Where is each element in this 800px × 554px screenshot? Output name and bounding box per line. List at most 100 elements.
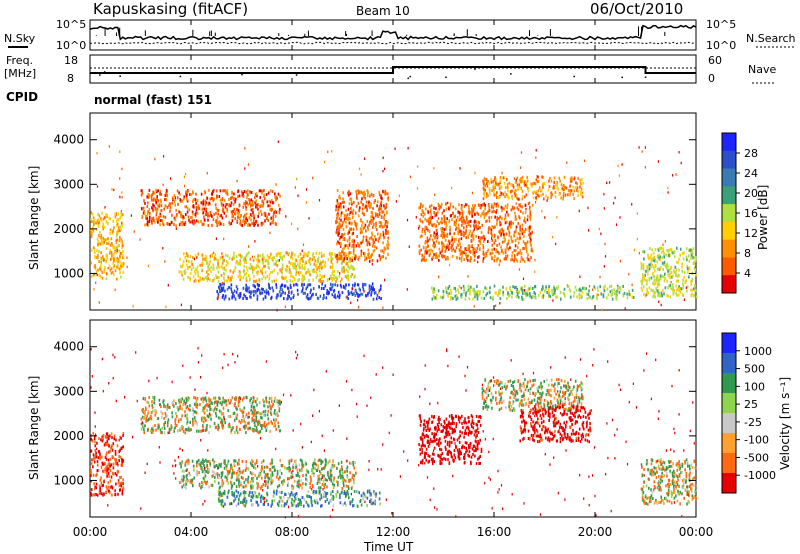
power-cell — [420, 213, 423, 217]
velocity-cell — [150, 414, 152, 418]
power-cell — [94, 256, 97, 260]
power-cell — [352, 251, 355, 255]
velocity-cell — [256, 421, 259, 425]
power-cell — [353, 284, 356, 288]
power-cell — [435, 293, 438, 297]
velocity-cell — [170, 424, 172, 428]
power-cell — [354, 222, 357, 226]
velocity-cell — [193, 468, 195, 472]
power-cell — [609, 285, 611, 289]
power-cell — [100, 219, 103, 222]
power-cell — [476, 211, 478, 215]
power-cell — [524, 291, 526, 295]
power-cell — [105, 220, 108, 224]
power-cell — [384, 278, 386, 282]
velocity-cell — [190, 428, 192, 432]
power-cell — [164, 204, 166, 208]
power-cell — [542, 185, 544, 189]
power-cell — [485, 254, 488, 258]
velocity-cell — [205, 458, 207, 462]
power-cell — [513, 234, 515, 238]
power-cell — [683, 276, 685, 279]
power-cell — [349, 266, 351, 270]
power-cell — [359, 231, 362, 235]
power-cell — [147, 264, 149, 268]
power-cell — [226, 189, 229, 193]
power-cell — [301, 279, 304, 283]
power-cell — [241, 223, 243, 227]
power-cell — [202, 258, 204, 261]
power-cell — [197, 271, 199, 275]
power-cell — [518, 216, 521, 220]
velocity-cell — [247, 421, 249, 425]
velocity-cell — [101, 462, 104, 466]
power-cell — [526, 291, 529, 295]
power-cell — [293, 262, 296, 266]
power-cell — [438, 207, 441, 211]
power-cell — [221, 286, 223, 290]
power-cell — [365, 205, 367, 209]
power-cell — [496, 202, 499, 206]
power-cell — [207, 212, 209, 216]
power-cell — [378, 254, 381, 258]
power-cell — [329, 287, 331, 291]
power-cell — [261, 189, 264, 193]
power-cell — [678, 268, 680, 272]
power-cell — [452, 247, 455, 251]
power-cell — [174, 197, 176, 201]
power-cell — [372, 216, 375, 220]
velocity-cell — [288, 469, 291, 473]
power-cell — [236, 219, 238, 223]
power-cell — [515, 202, 517, 205]
power-cell — [346, 275, 349, 279]
power-cell — [228, 203, 230, 207]
power-cell — [230, 204, 232, 208]
velocity-cell — [102, 462, 105, 466]
power-data — [90, 140, 698, 312]
power-cell — [380, 200, 383, 204]
power-cell — [692, 256, 694, 260]
power-cell — [119, 235, 121, 239]
colorbar-tick-label: 24 — [744, 167, 758, 180]
power-cell — [387, 252, 389, 256]
velocity-cell — [185, 428, 188, 432]
power-cell — [166, 222, 168, 225]
velocity-cell — [217, 416, 220, 420]
power-cell — [439, 295, 442, 299]
power-cell — [355, 244, 358, 248]
velocity-cell — [94, 485, 96, 489]
power-cell — [181, 214, 183, 218]
power-cell — [433, 253, 435, 256]
power-cell — [525, 184, 528, 188]
power-cell — [351, 202, 353, 206]
power-cell — [581, 178, 583, 181]
power-cell — [350, 222, 353, 226]
velocity-cell — [258, 418, 261, 422]
power-cell — [356, 291, 358, 295]
power-cell — [423, 255, 425, 259]
power-cell — [169, 204, 171, 208]
velocity-cell — [115, 462, 117, 466]
power-cell — [467, 221, 469, 225]
power-cell — [516, 259, 519, 263]
power-cell — [441, 296, 444, 300]
power-cell — [254, 201, 256, 205]
power-cell — [688, 275, 690, 279]
velocity-cell — [242, 485, 244, 489]
power-cell — [245, 261, 247, 264]
velocity-cell — [249, 426, 252, 430]
velocity-cell — [154, 413, 157, 417]
power-cell — [508, 181, 511, 185]
power-cell — [301, 266, 304, 270]
power-cell — [365, 235, 368, 239]
velocity-cell — [188, 428, 191, 432]
power-cell — [501, 206, 504, 210]
velocity-cell — [119, 475, 121, 479]
velocity-cell — [106, 432, 109, 436]
power-cell — [266, 258, 268, 262]
power-cell — [425, 258, 427, 262]
power-cell — [159, 192, 161, 196]
velocity-cell — [264, 409, 267, 413]
power-cell — [535, 201, 537, 204]
power-cell — [271, 190, 274, 193]
